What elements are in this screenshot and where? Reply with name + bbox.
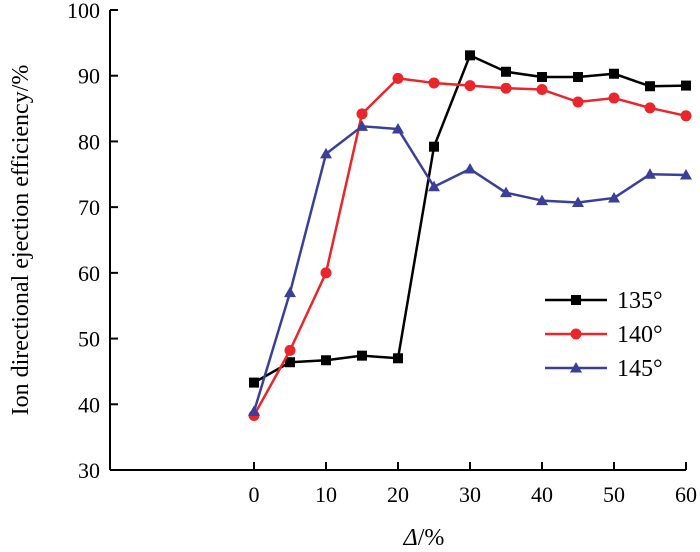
legend: 135° 140° 145°	[545, 288, 663, 382]
data-point	[465, 50, 475, 61]
y-tick-label: 60	[78, 261, 100, 286]
y-tick-label: 70	[78, 195, 100, 220]
x-tick-label: 30	[459, 482, 481, 507]
y-tick-label: 30	[78, 458, 100, 483]
x-ticks: 0 10 20 30 40 50 60	[249, 462, 697, 507]
y-axis-title: Ion directional ejection efficiency/%	[8, 65, 34, 416]
x-tick-label: 0	[249, 482, 260, 507]
data-point	[570, 328, 582, 340]
data-point	[248, 405, 260, 417]
data-point	[357, 350, 367, 361]
data-point	[392, 72, 404, 84]
x-axis-title: Δ/%	[403, 525, 445, 551]
series-layer	[248, 50, 692, 421]
legend-label: 135°	[617, 288, 663, 314]
y-ticks: 30 40 50 60 70 80 90 100	[67, 0, 118, 483]
data-point	[537, 72, 547, 83]
data-point	[501, 66, 511, 77]
x-tick-label: 20	[387, 482, 409, 507]
data-point	[500, 82, 512, 94]
series-group	[248, 120, 692, 417]
data-point	[428, 180, 440, 192]
data-point	[356, 108, 368, 120]
x-tick-label: 50	[603, 482, 625, 507]
data-point	[644, 102, 656, 114]
data-point	[321, 355, 331, 366]
y-tick-label: 80	[78, 129, 100, 154]
y-tick-label: 40	[78, 392, 100, 417]
data-point	[680, 110, 692, 122]
data-point	[284, 286, 296, 298]
x-tick-label: 60	[675, 482, 697, 507]
data-point	[572, 96, 584, 108]
data-point	[536, 84, 548, 96]
data-point	[500, 186, 512, 198]
y-tick-label: 90	[78, 64, 100, 89]
series-group	[248, 72, 692, 421]
data-point	[428, 77, 440, 89]
y-tick-label: 50	[78, 327, 100, 352]
data-point	[609, 68, 619, 79]
data-point	[644, 168, 656, 179]
x-tick-label: 10	[315, 482, 337, 507]
data-point	[285, 357, 295, 368]
x-axis-unit: /%	[418, 525, 445, 551]
data-point	[464, 80, 476, 92]
legend-label: 145°	[617, 356, 663, 382]
legend-label: 140°	[617, 322, 663, 348]
data-point	[681, 80, 691, 91]
data-point	[536, 194, 548, 206]
y-tick-label: 100	[67, 0, 100, 23]
data-point	[608, 92, 620, 104]
data-point	[570, 362, 582, 373]
data-point	[608, 191, 620, 203]
data-point	[680, 168, 692, 180]
data-point	[464, 163, 476, 174]
data-point	[573, 72, 583, 83]
data-point	[356, 120, 368, 131]
data-point	[392, 122, 404, 134]
data-point	[571, 295, 581, 305]
data-point	[249, 377, 259, 388]
data-point	[645, 81, 655, 92]
data-point	[429, 141, 439, 152]
data-point	[320, 267, 332, 279]
data-point	[572, 196, 584, 208]
data-point	[284, 344, 296, 356]
series-group	[249, 50, 691, 388]
data-point	[393, 353, 403, 364]
x-axis-symbol: Δ	[403, 525, 418, 551]
data-point	[320, 147, 332, 159]
x-tick-label: 40	[531, 482, 553, 507]
